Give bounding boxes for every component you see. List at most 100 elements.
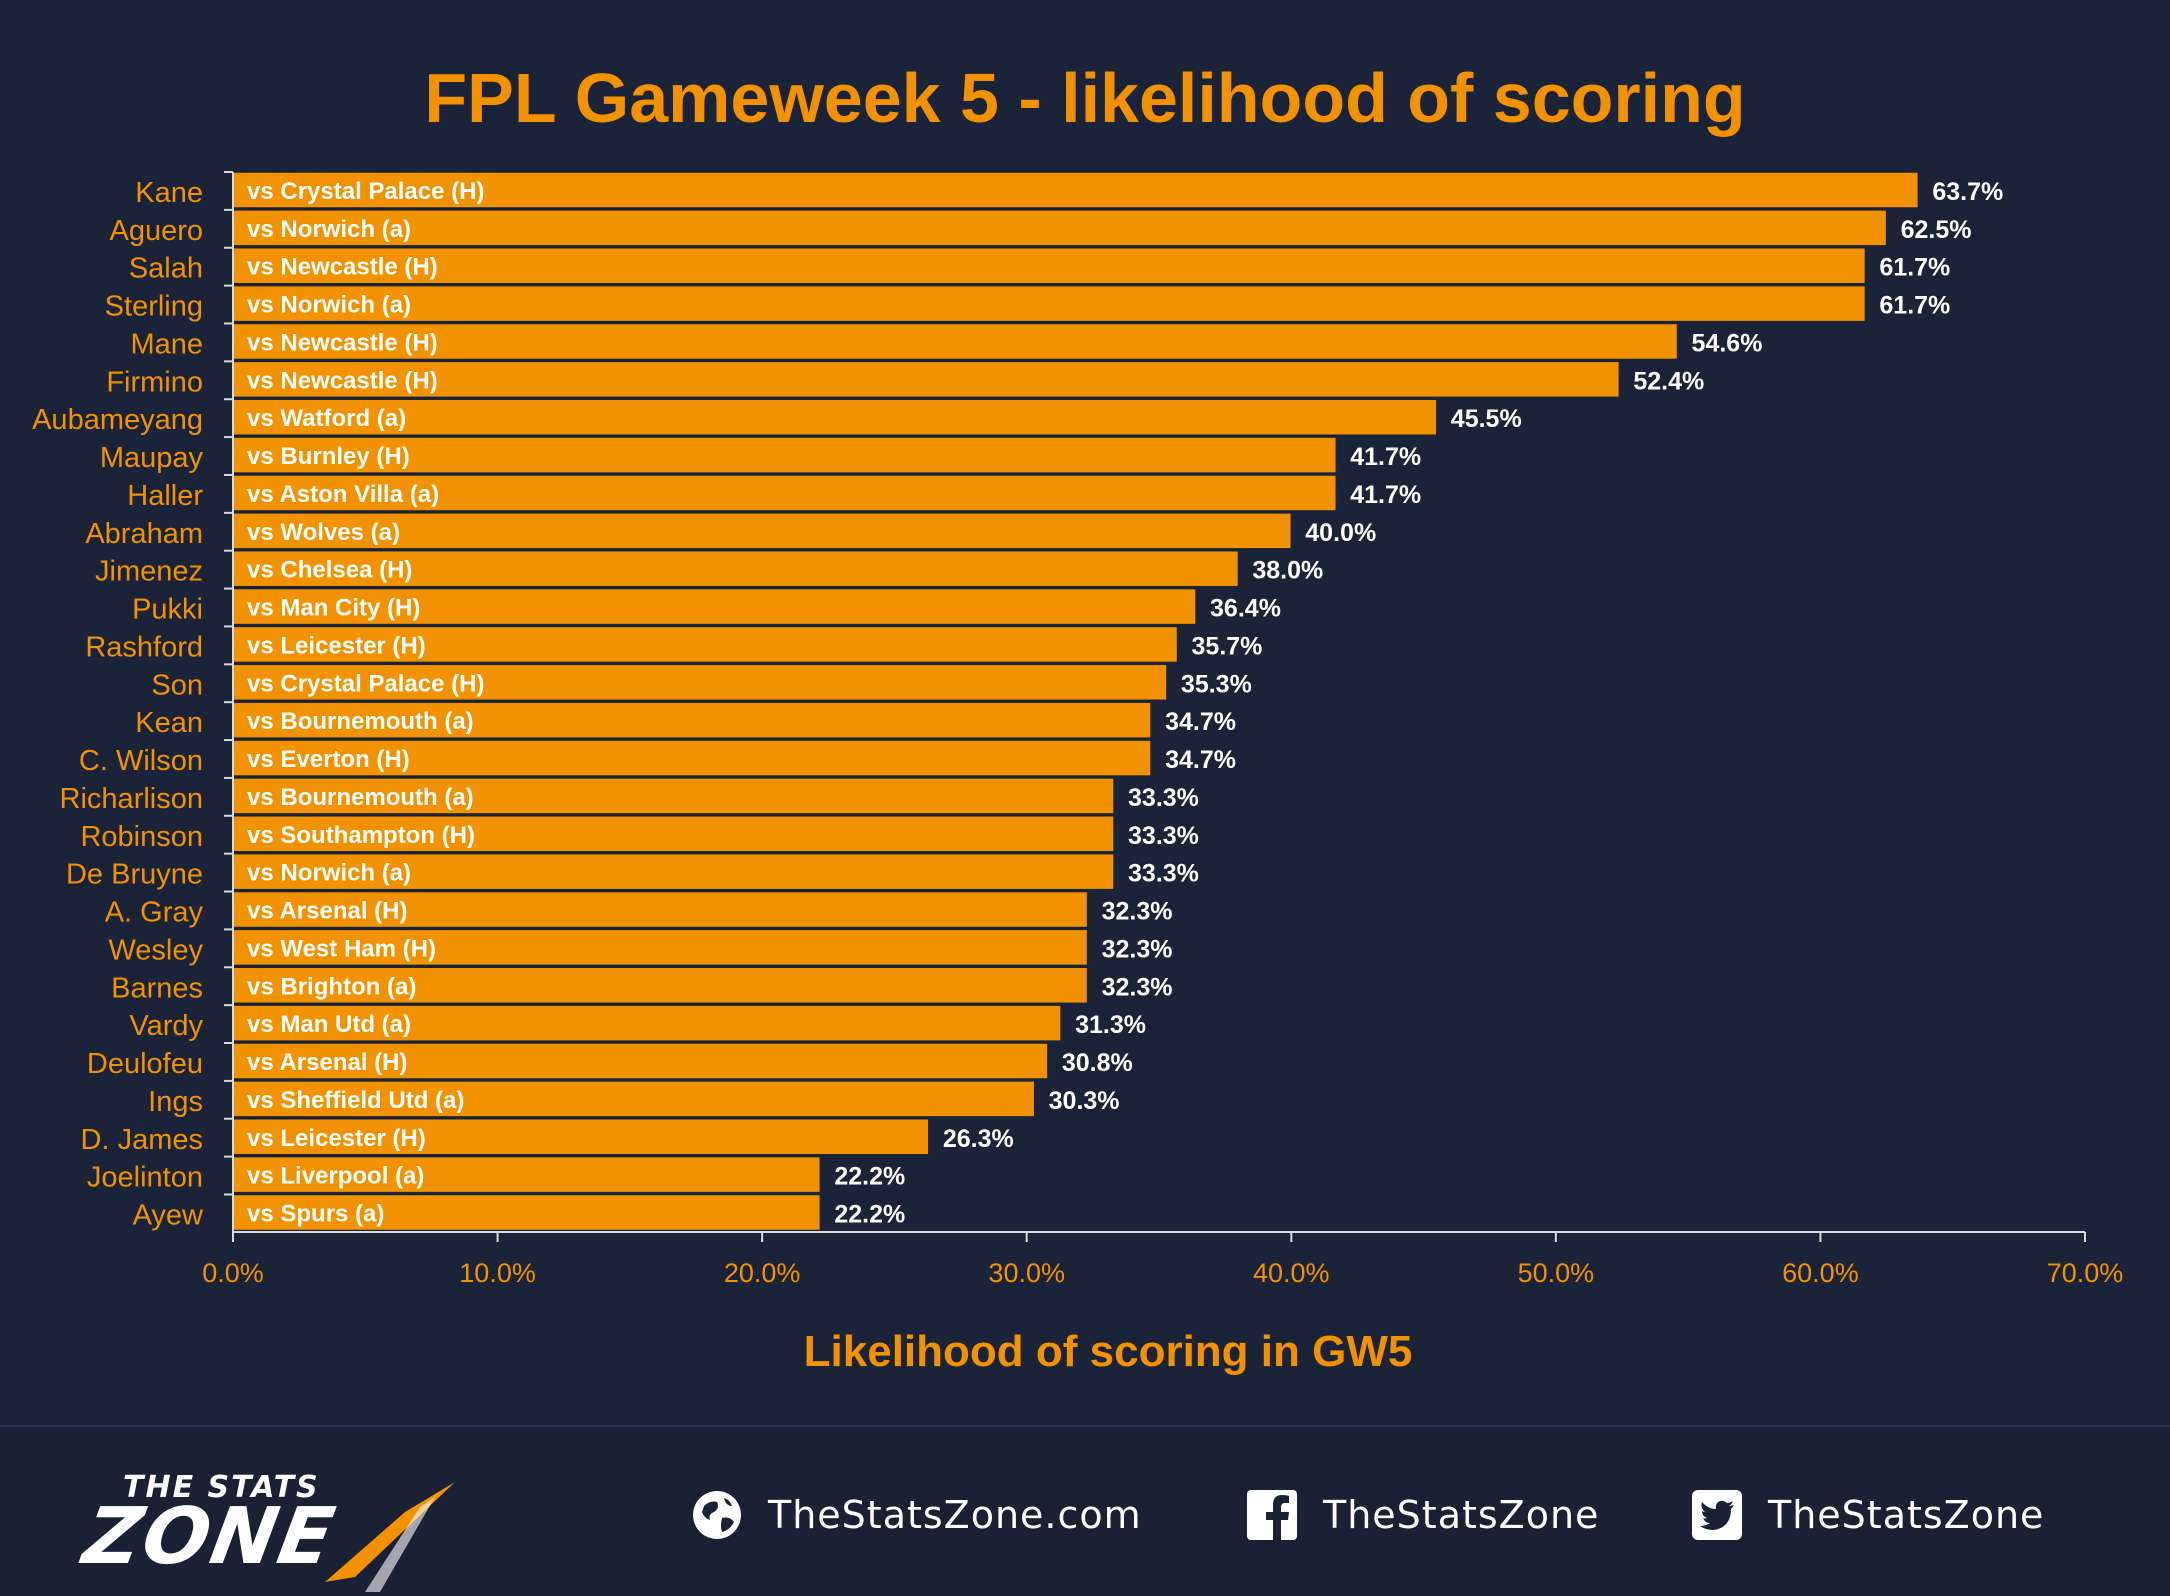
data-label: 52.4% [1633,367,1704,395]
chart-title: FPL Gameweek 5 - likelihood of scoring [424,59,1745,137]
bar-fixture-label: vs Brighton (a) [247,973,416,1000]
category-label: Ayew [133,1199,204,1231]
bars-layer: Kane vs Crystal Palace (H) 63.7% Aguero vs N… [32,171,2003,1232]
category-label: Haller [127,480,203,512]
category-label: Aubameyang [32,404,203,436]
bar [232,322,1679,361]
footer: THE STATS ZONE TheStatsZone.com TheStats… [0,1425,2170,1596]
bar [232,171,1920,209]
stats-zone-logo: THE STATS ZONE [77,1470,465,1592]
footer-divider [0,1425,2170,1427]
bar [232,398,1438,436]
data-label: 30.8% [1062,1049,1133,1077]
data-label: 45.5% [1451,405,1522,433]
bar [232,663,1168,702]
bar [232,1118,930,1156]
facebook-icon [1247,1490,1297,1540]
data-label: 32.3% [1102,973,1173,1001]
bar-fixture-label: vs Norwich (a) [247,860,411,887]
x-tick-label: 70.0% [2047,1258,2124,1288]
bar [232,1155,822,1194]
x-tick-label: 0.0% [202,1258,264,1288]
category-label: D. James [81,1124,203,1156]
data-label: 41.7% [1350,481,1421,509]
x-tick-label: 20.0% [724,1258,801,1288]
category-label: Sterling [105,291,203,323]
website-link[interactable]: TheStatsZone.com [690,1485,1142,1545]
bar [232,284,1867,323]
bar-fixture-label: vs Crystal Palace (H) [247,670,484,697]
twitter-text: TheStatsZone [1768,1493,2045,1537]
data-label: 61.7% [1879,254,1950,282]
logo-swoosh-icon [325,1482,455,1592]
bar [232,928,1089,967]
data-label: 32.3% [1102,898,1173,926]
bar-fixture-label: vs Man City (H) [247,595,420,622]
category-label: Vardy [129,1010,203,1042]
category-label: Kean [135,707,203,739]
bar-fixture-label: vs Aston Villa (a) [247,481,439,508]
bar [232,777,1115,815]
twitter-icon [1692,1490,1742,1540]
bar [232,360,1621,399]
bar-fixture-label: vs Arsenal (H) [247,1049,408,1076]
category-label: Maupay [100,442,204,474]
data-label: 31.3% [1075,1011,1146,1039]
x-tick-label: 50.0% [1518,1258,1595,1288]
logo-top-text: THE STATS [123,1470,320,1505]
bar-fixture-label: vs Southampton (H) [247,822,475,849]
category-label: Firmino [106,366,203,398]
data-label: 33.3% [1128,822,1199,850]
globe-icon [693,1491,741,1539]
bar [232,549,1240,588]
facebook-link[interactable]: TheStatsZone [1245,1485,1599,1545]
category-label: Abraham [85,518,203,550]
website-text: TheStatsZone.com [768,1493,1142,1537]
data-label: 38.0% [1252,557,1323,585]
data-label: 61.7% [1879,292,1950,320]
twitter-link[interactable]: TheStatsZone [1690,1485,2044,1545]
bar-fixture-label: vs Newcastle (H) [247,254,438,281]
bar [232,587,1197,626]
category-label: Richarlison [60,783,203,815]
category-label: Wesley [108,934,203,966]
x-tick-label: 40.0% [1253,1258,1330,1288]
category-label: Jimenez [95,556,203,588]
bar-fixture-label: vs Spurs (a) [247,1200,384,1227]
data-label: 33.3% [1128,860,1199,888]
category-label: Ings [148,1086,203,1118]
data-label: 22.2% [834,1163,905,1191]
data-label: 35.3% [1181,670,1252,698]
data-label: 62.5% [1901,216,1972,244]
bar-fixture-label: vs Bournemouth (a) [247,708,474,735]
bar [232,209,1888,247]
category-label: De Bruyne [66,859,203,891]
bar [232,815,1115,853]
bar [232,1193,822,1232]
bar-chart: FPL Gameweek 5 - likelihood of scoring K… [32,59,2124,1376]
x-axis: 0.0% 10.0% 20.0% 30.0% 40.0% 50.0% 60.0% 70.0% [202,171,2124,1288]
data-label: 41.7% [1350,443,1421,471]
category-label: Barnes [111,972,203,1004]
category-label: Son [151,669,203,701]
data-label: 32.3% [1102,935,1173,963]
bar [232,852,1115,891]
x-tick-label: 10.0% [459,1258,536,1288]
bar-fixture-label: vs Newcastle (H) [247,367,438,394]
bar-fixture-label: vs Chelsea (H) [247,557,412,584]
bar-fixture-label: vs West Ham (H) [247,935,436,962]
category-label: Mane [130,328,203,360]
bar-fixture-label: vs Liverpool (a) [247,1163,424,1190]
category-label: C. Wilson [79,745,203,777]
category-label: Robinson [80,821,203,853]
x-tick-label: 60.0% [1782,1258,1859,1288]
bar-fixture-label: vs Man Utd (a) [247,1011,411,1038]
facebook-text: TheStatsZone [1323,1493,1600,1537]
bar [232,512,1293,550]
data-label: 34.7% [1165,746,1236,774]
category-label: Pukki [132,594,203,626]
data-label: 22.2% [834,1200,905,1228]
data-label: 30.3% [1049,1087,1120,1115]
category-label: Salah [129,253,203,285]
bar-fixture-label: vs Burnley (H) [247,443,410,470]
